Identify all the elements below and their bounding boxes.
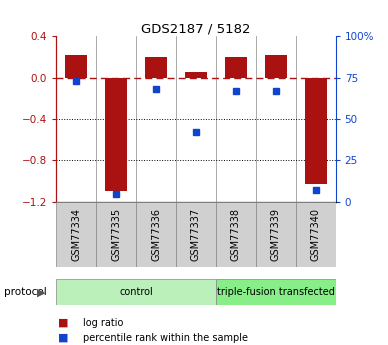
Text: ■: ■ — [58, 318, 69, 327]
Bar — [96, 202, 136, 267]
Bar — [216, 202, 256, 267]
Bar — [56, 279, 216, 305]
Bar — [145, 57, 167, 78]
Bar — [225, 57, 247, 78]
Bar — [256, 202, 296, 267]
Bar — [176, 202, 216, 267]
Bar — [265, 55, 287, 78]
Text: GSM77336: GSM77336 — [151, 208, 161, 261]
Text: ▶: ▶ — [36, 287, 45, 297]
Title: GDS2187 / 5182: GDS2187 / 5182 — [141, 22, 251, 35]
Text: control: control — [119, 287, 153, 297]
Bar — [105, 78, 127, 191]
Text: percentile rank within the sample: percentile rank within the sample — [83, 333, 248, 343]
Text: GSM77335: GSM77335 — [111, 208, 121, 261]
Text: protocol: protocol — [4, 287, 47, 297]
Bar — [185, 72, 207, 78]
Bar — [305, 78, 327, 184]
Text: log ratio: log ratio — [83, 318, 124, 327]
Bar — [296, 202, 336, 267]
Text: GSM77338: GSM77338 — [231, 208, 241, 261]
Bar — [65, 55, 87, 78]
Text: ■: ■ — [58, 333, 69, 343]
Bar — [216, 279, 336, 305]
Bar — [136, 202, 176, 267]
Text: GSM77337: GSM77337 — [191, 208, 201, 261]
Bar — [56, 202, 96, 267]
Text: GSM77340: GSM77340 — [311, 208, 320, 261]
Text: GSM77339: GSM77339 — [271, 208, 281, 261]
Text: triple-fusion transfected: triple-fusion transfected — [217, 287, 335, 297]
Text: GSM77334: GSM77334 — [71, 208, 81, 261]
